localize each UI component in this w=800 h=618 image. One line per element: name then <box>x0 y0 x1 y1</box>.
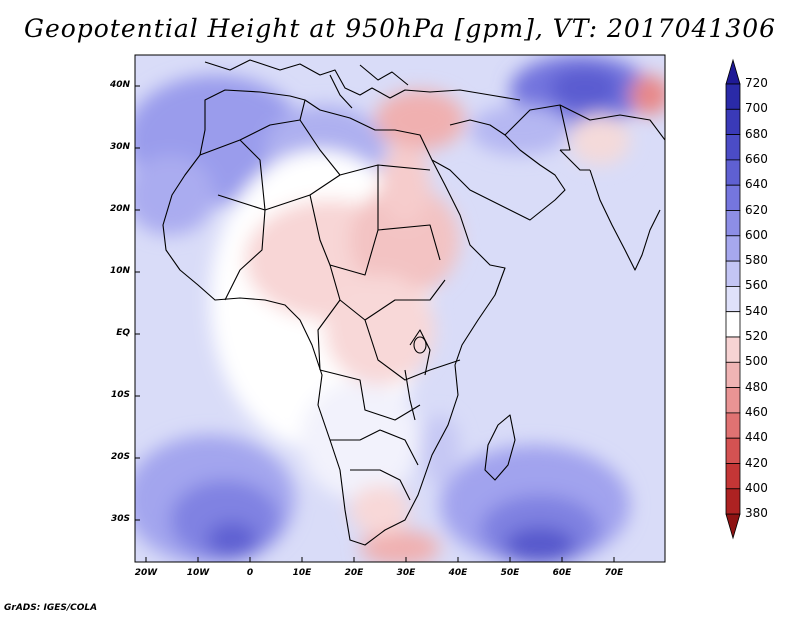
lon-label-20w: 20W <box>134 568 158 578</box>
colorbar-label: 620 <box>745 202 768 217</box>
colorbar-label: 520 <box>745 329 768 343</box>
lon-label-10e: 10E <box>292 568 312 578</box>
colorbar-label: 400 <box>745 480 768 495</box>
lon-label-30e: 30E <box>396 568 416 578</box>
lon-label-60e: 60E <box>552 568 572 578</box>
colorbar-label: 600 <box>745 227 768 242</box>
europe-coast <box>204 59 521 101</box>
lon-label-40e: 40E <box>448 568 468 578</box>
colorbar-min-arrow <box>725 513 741 540</box>
colorbar-swatch <box>725 184 741 211</box>
colorbar-swatch <box>725 412 741 439</box>
colorbar-swatch <box>725 83 741 110</box>
colorbar-swatch <box>725 488 741 515</box>
lat-label-30s: 30S <box>110 514 130 524</box>
colorbar-label: 440 <box>745 430 768 445</box>
colorbar-swatch <box>725 463 741 490</box>
colorbar-swatch <box>725 311 741 338</box>
colorbar-swatch <box>725 210 741 237</box>
lat-label-30n: 30N <box>109 142 130 152</box>
colorbar-swatch <box>725 108 741 136</box>
colorbar-label: 500 <box>745 354 768 369</box>
madagascar-coast <box>484 414 516 481</box>
colorbar-label: 640 <box>745 177 768 192</box>
lon-label-10w: 10W <box>186 568 210 578</box>
colorbar-swatch <box>725 260 741 287</box>
map-title: Geopotential Height at 950hPa [gpm], VT:… <box>23 14 777 43</box>
lon-label-50e: 50E <box>500 568 520 578</box>
lat-label-20s: 20S <box>110 452 130 462</box>
lat-label-10s: 10S <box>110 390 130 400</box>
colorbar-swatch <box>725 437 741 464</box>
colorbar-swatch <box>725 285 741 313</box>
india-coast <box>589 169 661 271</box>
colorbar-label: 700 <box>745 101 768 116</box>
colorbar-swatch <box>725 336 741 363</box>
colorbar-label: 380 <box>745 506 768 521</box>
colorbar-label: 560 <box>745 278 768 293</box>
colorbar-label: 580 <box>745 253 768 268</box>
grads-credit: GrADS: IGES/COLA <box>4 603 98 613</box>
axis-ticks <box>135 85 615 562</box>
lon-label-20e: 20E <box>344 568 364 578</box>
lon-label-70e: 70E <box>604 568 624 578</box>
lat-label-10n: 10N <box>109 266 130 276</box>
colorbar-label: 660 <box>745 151 768 166</box>
colorbar-label: 720 <box>745 76 768 90</box>
africa-coastline <box>162 89 506 546</box>
lon-label-0: 0 <box>246 568 254 578</box>
colorbar-max-arrow <box>725 58 741 85</box>
coastlines-and-borders <box>162 59 665 546</box>
colorbar-swatch <box>725 387 741 414</box>
geopotential-field <box>135 55 665 562</box>
colorbar-label: 460 <box>745 404 768 419</box>
colorbar <box>725 58 741 540</box>
colorbar-label: 420 <box>745 455 768 470</box>
lat-label-20n: 20N <box>109 204 130 214</box>
colorbar-swatch <box>725 235 741 262</box>
lat-label-40n: 40N <box>109 80 130 90</box>
colorbar-swatch <box>725 361 741 388</box>
colorbar-swatch <box>725 134 741 161</box>
colorbar-label: 540 <box>745 303 768 318</box>
colorbar-label: 680 <box>745 126 768 141</box>
lat-label-eq: EQ <box>116 328 130 338</box>
arabia-coast <box>431 119 566 221</box>
colorbar-label: 480 <box>745 379 768 394</box>
colorbar-swatch <box>725 159 741 186</box>
map-frame <box>134 54 666 563</box>
